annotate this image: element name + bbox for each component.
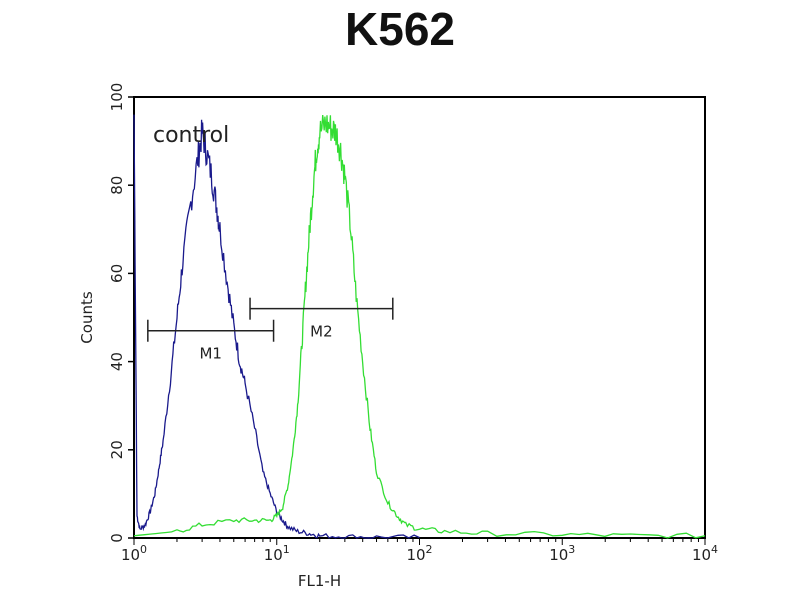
gate-label: M1 bbox=[199, 345, 222, 363]
x-tick-base: 10 bbox=[692, 546, 711, 564]
y-tick-label: 40 bbox=[108, 352, 126, 371]
y-tick-label: 80 bbox=[108, 176, 126, 195]
control-annotation: control bbox=[153, 123, 229, 148]
gate-marker-m1: M1 bbox=[147, 319, 275, 363]
plot-frame bbox=[133, 96, 706, 539]
y-axis: 0 20 40 60 80 100 bbox=[108, 83, 134, 543]
y-tick-label: 0 bbox=[108, 533, 126, 543]
y-tick-label: 60 bbox=[108, 264, 126, 283]
x-tick-label: 103 bbox=[549, 543, 575, 564]
chart-title: K562 bbox=[345, 3, 455, 55]
y-axis-label: Counts bbox=[78, 291, 96, 344]
x-tick-label: 104 bbox=[692, 543, 718, 564]
control-histogram-line bbox=[133, 114, 420, 539]
x-tick-exponent: 1 bbox=[283, 543, 290, 556]
x-tick-exponent: 3 bbox=[568, 543, 575, 556]
x-tick-base: 10 bbox=[121, 546, 140, 564]
x-tick-label: 102 bbox=[406, 543, 432, 564]
x-tick-exponent: 2 bbox=[426, 543, 433, 556]
x-tick-exponent: 0 bbox=[140, 543, 147, 556]
x-tick-base: 10 bbox=[549, 546, 568, 564]
x-tick-label: 101 bbox=[264, 543, 290, 564]
series-group bbox=[133, 114, 706, 539]
x-tick-base: 10 bbox=[264, 546, 283, 564]
y-tick-label: 100 bbox=[108, 83, 126, 112]
gate-marker-m2: M2 bbox=[249, 297, 394, 341]
markers-group: M1 M2 bbox=[147, 297, 394, 363]
x-tick-base: 10 bbox=[406, 546, 425, 564]
x-tick-label: 100 bbox=[121, 543, 147, 564]
x-tick-exponent: 4 bbox=[711, 543, 718, 556]
gate-label: M2 bbox=[310, 323, 333, 341]
y-tick-label: 20 bbox=[108, 440, 126, 459]
x-axis-label: FL1-H bbox=[298, 572, 341, 590]
sample-histogram-line bbox=[133, 115, 706, 539]
x-axis: 100 101 102 103 104 bbox=[121, 538, 718, 564]
